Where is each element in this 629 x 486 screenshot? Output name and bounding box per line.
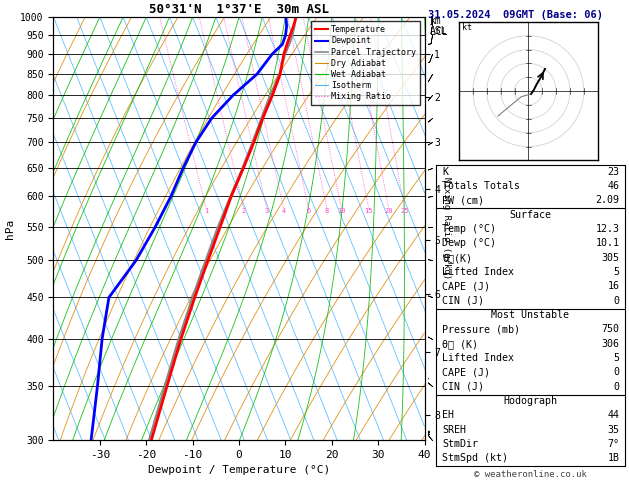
Text: © weatheronline.co.uk: © weatheronline.co.uk	[474, 469, 587, 479]
Text: 25: 25	[400, 208, 409, 214]
Text: Dewp (°C): Dewp (°C)	[442, 238, 496, 248]
Text: km
ASL: km ASL	[430, 16, 447, 35]
Text: StmSpd (kt): StmSpd (kt)	[442, 453, 508, 464]
Text: 46: 46	[608, 181, 620, 191]
Text: 306: 306	[601, 339, 620, 349]
Text: 44: 44	[608, 410, 620, 420]
Text: θᴇ(K): θᴇ(K)	[442, 253, 472, 263]
Text: 750: 750	[601, 324, 620, 334]
Text: 2.09: 2.09	[596, 195, 620, 206]
Text: K: K	[442, 167, 448, 177]
Text: Lifted Index: Lifted Index	[442, 267, 514, 277]
Text: 12.3: 12.3	[596, 224, 620, 234]
Y-axis label: Mixing Ratio (g/kg): Mixing Ratio (g/kg)	[442, 177, 451, 279]
Text: 10.1: 10.1	[596, 238, 620, 248]
Text: 0: 0	[613, 367, 620, 378]
Text: LCL: LCL	[430, 27, 448, 37]
Text: 0: 0	[613, 295, 620, 306]
Text: Hodograph: Hodograph	[503, 396, 557, 406]
Text: 23: 23	[608, 167, 620, 177]
Text: 8: 8	[325, 208, 329, 214]
Text: kt: kt	[462, 23, 472, 32]
Text: Pressure (mb): Pressure (mb)	[442, 324, 520, 334]
Text: 10: 10	[337, 208, 346, 214]
Text: 5: 5	[613, 267, 620, 277]
Text: 35: 35	[608, 425, 620, 435]
Text: Surface: Surface	[509, 209, 551, 220]
Text: 1B: 1B	[608, 453, 620, 464]
Text: Temp (°C): Temp (°C)	[442, 224, 496, 234]
Text: Totals Totals: Totals Totals	[442, 181, 520, 191]
Text: Lifted Index: Lifted Index	[442, 353, 514, 363]
Text: 0: 0	[613, 382, 620, 392]
Text: CAPE (J): CAPE (J)	[442, 367, 490, 378]
Text: PW (cm): PW (cm)	[442, 195, 484, 206]
Y-axis label: hPa: hPa	[4, 218, 14, 239]
Text: 16: 16	[608, 281, 620, 292]
Text: 20: 20	[384, 208, 393, 214]
Text: θᴇ (K): θᴇ (K)	[442, 339, 478, 349]
Text: 2: 2	[242, 208, 246, 214]
Text: EH: EH	[442, 410, 454, 420]
Text: 4: 4	[282, 208, 286, 214]
Legend: Temperature, Dewpoint, Parcel Trajectory, Dry Adiabat, Wet Adiabat, Isotherm, Mi: Temperature, Dewpoint, Parcel Trajectory…	[311, 21, 420, 105]
Text: StmDir: StmDir	[442, 439, 478, 449]
Text: Most Unstable: Most Unstable	[491, 310, 569, 320]
Text: 7°: 7°	[608, 439, 620, 449]
Text: CIN (J): CIN (J)	[442, 382, 484, 392]
Title: 50°31'N  1°37'E  30m ASL: 50°31'N 1°37'E 30m ASL	[149, 3, 329, 16]
Text: 31.05.2024  09GMT (Base: 06): 31.05.2024 09GMT (Base: 06)	[428, 10, 603, 20]
Text: 5: 5	[613, 353, 620, 363]
Text: CIN (J): CIN (J)	[442, 295, 484, 306]
Text: CAPE (J): CAPE (J)	[442, 281, 490, 292]
Text: 305: 305	[601, 253, 620, 263]
X-axis label: Dewpoint / Temperature (°C): Dewpoint / Temperature (°C)	[148, 465, 330, 475]
Text: 1: 1	[204, 208, 208, 214]
Text: SREH: SREH	[442, 425, 466, 435]
Text: 6: 6	[306, 208, 311, 214]
Text: 15: 15	[364, 208, 373, 214]
Text: 3: 3	[265, 208, 269, 214]
